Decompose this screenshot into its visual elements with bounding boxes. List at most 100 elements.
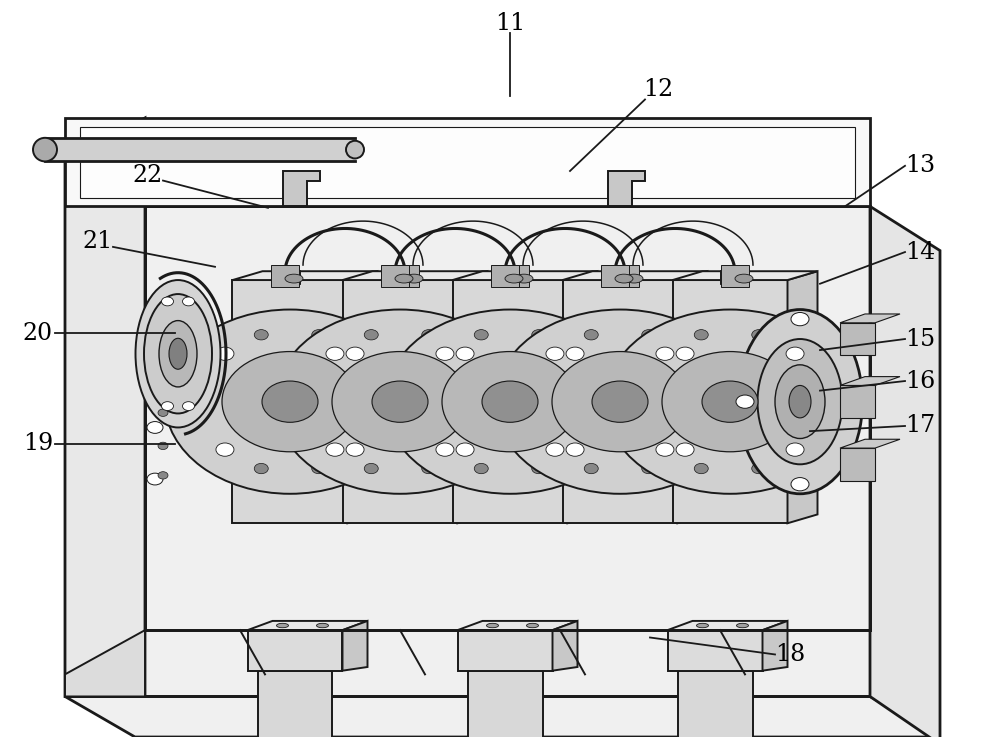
Polygon shape [562, 280, 678, 523]
Circle shape [312, 464, 326, 474]
Circle shape [676, 443, 694, 456]
Polygon shape [458, 271, 488, 523]
Polygon shape [65, 206, 870, 696]
Polygon shape [65, 696, 940, 737]
Circle shape [474, 329, 488, 340]
Text: 19: 19 [23, 432, 53, 455]
Circle shape [676, 347, 694, 360]
Bar [840, 385, 875, 418]
Circle shape [456, 347, 474, 360]
Polygon shape [788, 271, 818, 523]
Circle shape [566, 443, 584, 456]
Bar [500, 270, 520, 284]
Polygon shape [232, 280, 348, 523]
Polygon shape [452, 271, 598, 280]
Circle shape [161, 402, 174, 411]
Ellipse shape [262, 381, 318, 422]
Circle shape [182, 297, 194, 306]
Circle shape [694, 329, 708, 340]
Ellipse shape [276, 624, 288, 628]
Polygon shape [672, 280, 788, 523]
Ellipse shape [405, 274, 423, 283]
Circle shape [216, 347, 234, 360]
Bar [840, 448, 875, 481]
Ellipse shape [789, 385, 811, 418]
Bar [271, 265, 299, 287]
Ellipse shape [372, 381, 428, 422]
Polygon shape [452, 280, 568, 523]
Bar [381, 265, 409, 287]
Polygon shape [342, 280, 458, 523]
Circle shape [436, 443, 454, 456]
Text: 21: 21 [83, 230, 113, 254]
Polygon shape [678, 271, 708, 523]
Polygon shape [80, 127, 855, 198]
Polygon shape [562, 271, 708, 280]
Ellipse shape [385, 310, 635, 494]
Circle shape [364, 329, 378, 340]
Circle shape [436, 347, 454, 360]
Ellipse shape [486, 624, 498, 628]
Polygon shape [668, 621, 788, 630]
Ellipse shape [395, 274, 413, 283]
Polygon shape [342, 271, 488, 280]
Ellipse shape [159, 321, 197, 387]
Polygon shape [458, 621, 578, 630]
Polygon shape [348, 271, 377, 523]
Polygon shape [552, 621, 578, 671]
Text: 20: 20 [23, 321, 53, 345]
Polygon shape [840, 377, 900, 385]
Circle shape [656, 347, 674, 360]
Text: 15: 15 [905, 327, 935, 351]
Bar [610, 270, 630, 284]
Bar [611, 265, 639, 287]
Circle shape [312, 329, 326, 340]
Circle shape [694, 464, 708, 474]
Circle shape [532, 329, 546, 340]
Circle shape [422, 464, 436, 474]
Ellipse shape [144, 294, 212, 413]
Bar [601, 265, 629, 287]
Polygon shape [468, 671, 542, 737]
Circle shape [182, 402, 194, 411]
Circle shape [786, 347, 804, 360]
Circle shape [736, 395, 754, 408]
Ellipse shape [625, 274, 643, 283]
Circle shape [546, 443, 564, 456]
Circle shape [752, 464, 766, 474]
Circle shape [346, 347, 364, 360]
Circle shape [786, 443, 804, 456]
Ellipse shape [662, 352, 798, 452]
Ellipse shape [346, 141, 364, 158]
Bar [720, 270, 740, 284]
Circle shape [474, 464, 488, 474]
Ellipse shape [736, 624, 748, 628]
Polygon shape [608, 171, 645, 206]
Ellipse shape [482, 381, 538, 422]
Circle shape [254, 464, 268, 474]
Circle shape [532, 464, 546, 474]
Circle shape [752, 329, 766, 340]
Text: 18: 18 [775, 643, 805, 666]
Circle shape [584, 329, 598, 340]
Text: 11: 11 [495, 12, 525, 35]
Circle shape [791, 478, 809, 491]
Ellipse shape [169, 338, 187, 369]
Text: 13: 13 [905, 154, 935, 178]
Ellipse shape [136, 280, 220, 427]
Ellipse shape [758, 339, 842, 464]
Ellipse shape [285, 274, 303, 283]
Ellipse shape [332, 352, 468, 452]
Circle shape [456, 443, 474, 456]
Polygon shape [342, 621, 368, 671]
Polygon shape [458, 630, 552, 671]
Bar [501, 265, 529, 287]
Circle shape [158, 409, 168, 416]
Ellipse shape [495, 310, 745, 494]
Ellipse shape [735, 274, 753, 283]
Ellipse shape [615, 274, 633, 283]
Polygon shape [840, 439, 900, 448]
Text: 16: 16 [905, 369, 935, 393]
Polygon shape [763, 621, 788, 671]
Ellipse shape [442, 352, 578, 452]
